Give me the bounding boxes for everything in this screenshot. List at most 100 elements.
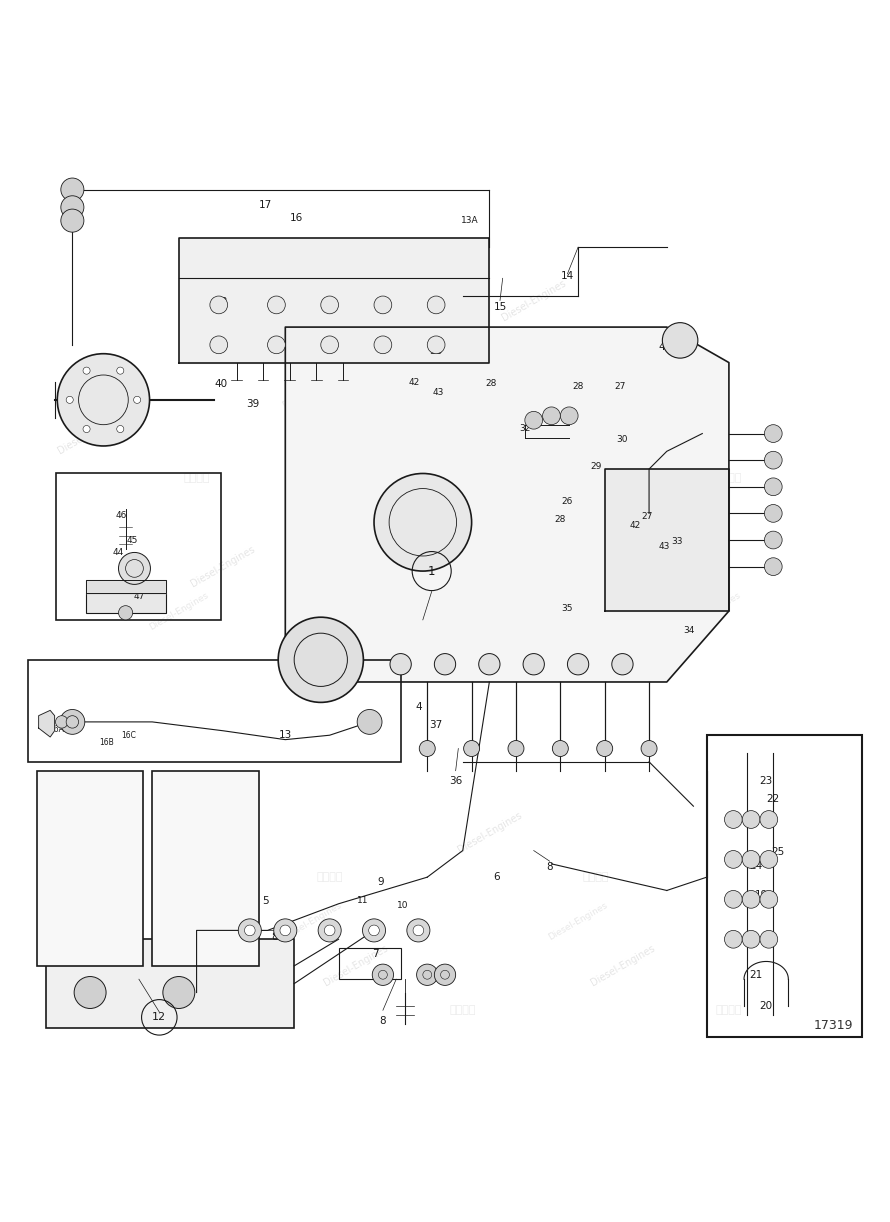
Circle shape [765, 505, 782, 522]
Circle shape [134, 396, 141, 403]
Circle shape [83, 425, 90, 433]
Circle shape [760, 810, 778, 829]
Text: 34: 34 [684, 626, 695, 635]
Text: 20: 20 [759, 1001, 773, 1011]
Circle shape [611, 654, 633, 675]
Circle shape [641, 741, 657, 756]
Bar [45, 940, 295, 1028]
Text: Diesel-Engines: Diesel-Engines [456, 810, 523, 855]
Circle shape [724, 851, 742, 869]
Text: Diesel-Engines: Diesel-Engines [322, 943, 390, 989]
Circle shape [372, 964, 393, 985]
Circle shape [724, 930, 742, 948]
Text: 40: 40 [214, 379, 228, 389]
Text: Diesel-Engines: Diesel-Engines [190, 279, 257, 323]
Text: 柴发动力: 柴发动力 [183, 473, 210, 483]
Circle shape [543, 407, 561, 425]
Text: 8: 8 [379, 1015, 386, 1026]
Circle shape [427, 336, 445, 353]
Text: Diesel-Engines: Diesel-Engines [546, 901, 610, 942]
Circle shape [742, 930, 760, 948]
Circle shape [434, 654, 456, 675]
Text: 29: 29 [590, 462, 602, 470]
Text: 23: 23 [759, 776, 773, 786]
Circle shape [407, 919, 430, 942]
Text: 9: 9 [378, 876, 384, 887]
Circle shape [464, 741, 480, 756]
Circle shape [765, 451, 782, 469]
Text: 42: 42 [409, 378, 419, 386]
Circle shape [163, 976, 195, 1008]
Text: Diesel-Engines: Diesel-Engines [588, 411, 656, 456]
Text: 柴发动力: 柴发动力 [716, 473, 742, 483]
Circle shape [61, 178, 84, 202]
Text: 31: 31 [528, 418, 539, 426]
Text: 2: 2 [94, 411, 101, 420]
Text: Diesel-Engines: Diesel-Engines [56, 411, 124, 456]
Text: 24: 24 [748, 860, 762, 870]
Text: 28: 28 [554, 516, 566, 524]
Circle shape [66, 716, 78, 728]
Bar [56, 473, 221, 620]
Bar [28, 660, 400, 761]
Circle shape [57, 353, 150, 446]
Circle shape [760, 851, 778, 869]
Text: 7: 7 [384, 949, 391, 959]
Text: 43: 43 [659, 541, 670, 551]
Text: Diesel-Engines: Diesel-Engines [322, 411, 390, 456]
Bar [36, 771, 143, 965]
Circle shape [318, 919, 341, 942]
Text: 27: 27 [642, 512, 653, 521]
Polygon shape [286, 327, 729, 682]
Text: Diesel-Engines: Diesel-Engines [280, 901, 344, 942]
Text: 11: 11 [357, 896, 368, 904]
Circle shape [765, 532, 782, 549]
Circle shape [662, 323, 698, 358]
Circle shape [66, 396, 73, 403]
Circle shape [413, 925, 424, 936]
Polygon shape [179, 238, 490, 363]
Circle shape [55, 716, 68, 728]
Text: 36: 36 [449, 776, 462, 786]
Text: 8: 8 [271, 931, 278, 942]
Circle shape [742, 810, 760, 829]
Text: 38: 38 [430, 346, 442, 356]
Text: 21: 21 [748, 970, 762, 980]
Circle shape [280, 925, 291, 936]
Text: 35: 35 [561, 604, 572, 613]
Text: 15: 15 [493, 302, 506, 312]
Circle shape [117, 367, 124, 374]
Text: Diesel-Engines: Diesel-Engines [148, 590, 210, 632]
Circle shape [210, 296, 228, 314]
Text: 1: 1 [428, 565, 435, 578]
Text: Diesel-Engines: Diesel-Engines [680, 590, 742, 632]
Circle shape [279, 617, 363, 703]
Circle shape [268, 336, 286, 353]
Circle shape [419, 741, 435, 756]
Bar [152, 771, 259, 965]
Text: 44: 44 [113, 547, 124, 557]
Text: 16A: 16A [49, 725, 64, 733]
Circle shape [210, 336, 228, 353]
Polygon shape [85, 580, 166, 593]
Text: 41: 41 [659, 342, 672, 352]
Circle shape [765, 425, 782, 442]
Circle shape [523, 654, 545, 675]
Circle shape [724, 891, 742, 908]
Circle shape [479, 654, 500, 675]
Circle shape [362, 919, 385, 942]
Text: 3A: 3A [303, 643, 317, 654]
Text: 32: 32 [519, 424, 530, 433]
Circle shape [760, 930, 778, 948]
Circle shape [427, 296, 445, 314]
Circle shape [374, 296, 392, 314]
Text: 16C: 16C [121, 731, 135, 739]
Text: Diesel-Engines: Diesel-Engines [280, 369, 344, 409]
Circle shape [742, 891, 760, 908]
Text: 42: 42 [629, 522, 641, 530]
Text: 39: 39 [246, 400, 259, 409]
Text: Diesel-Engines: Diesel-Engines [500, 279, 568, 323]
Circle shape [118, 552, 150, 584]
Circle shape [553, 741, 569, 756]
Text: Diesel-Engines: Diesel-Engines [456, 544, 523, 589]
